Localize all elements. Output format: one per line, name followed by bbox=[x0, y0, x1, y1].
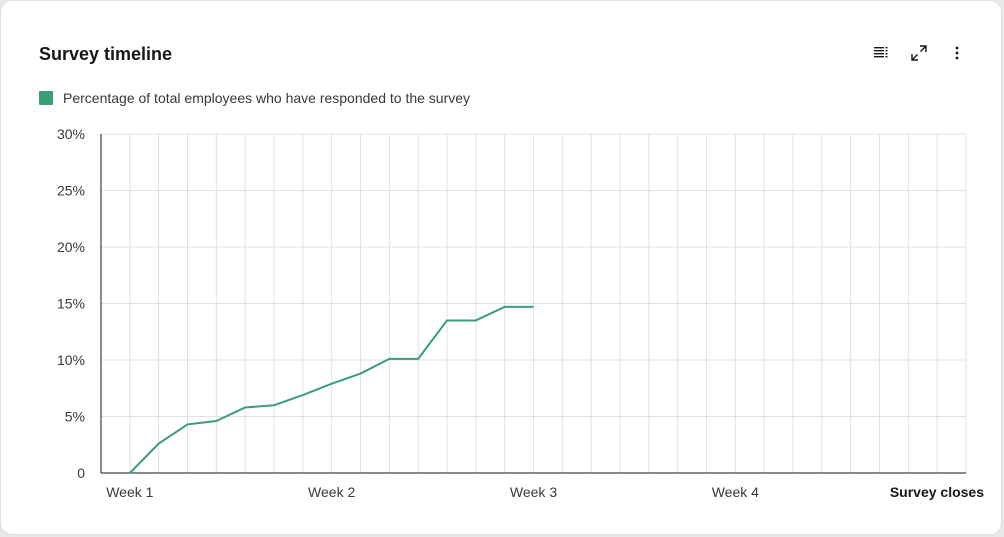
chart-title: Survey timeline bbox=[39, 44, 173, 64]
legend-swatch bbox=[39, 91, 53, 105]
chart-legend: Percentage of total employees who have r… bbox=[39, 89, 470, 107]
y-tick-label: 10% bbox=[57, 352, 85, 368]
y-tick-label: 30% bbox=[57, 126, 85, 142]
legend-label[interactable]: Percentage of total employees who have r… bbox=[63, 90, 471, 106]
maximize-icon[interactable] bbox=[907, 41, 931, 65]
y-tick-label: 20% bbox=[57, 239, 85, 255]
y-tick-label: 25% bbox=[57, 183, 85, 199]
y-tick-label: 0 bbox=[77, 465, 85, 481]
y-tick-label: 15% bbox=[57, 296, 85, 312]
table-view-icon[interactable] bbox=[869, 41, 893, 65]
x-tick-label: Week 4 bbox=[712, 484, 759, 500]
chart-toolbar bbox=[869, 41, 969, 65]
x-tick-label: Week 3 bbox=[510, 484, 557, 500]
x-tick-label: Week 2 bbox=[308, 484, 355, 500]
y-tick-label: 5% bbox=[65, 409, 85, 425]
overflow-menu-vertical-icon[interactable] bbox=[945, 41, 969, 65]
x-tick-label: Week 1 bbox=[106, 484, 153, 500]
x-tick-label: Survey closes bbox=[890, 484, 984, 500]
